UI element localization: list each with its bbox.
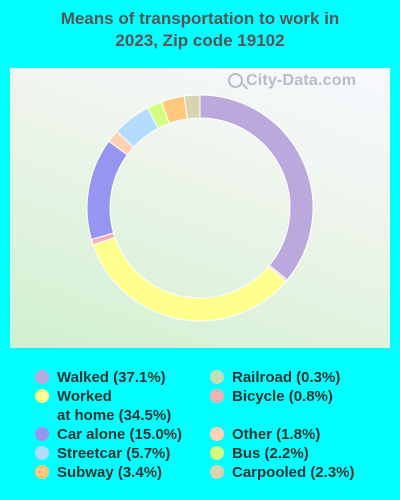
donut-chart <box>86 94 314 322</box>
legend-swatch <box>35 446 49 460</box>
chart-title-line-2: 2023, Zip code 19102 <box>115 31 285 50</box>
legend-label: Car alone (15.0%) <box>57 426 183 443</box>
magnifier-icon <box>228 73 243 88</box>
watermark-text: City-Data.com <box>246 72 357 89</box>
donut-slice-carpooled <box>183 94 201 120</box>
legend-swatch <box>35 465 49 479</box>
legend-swatch <box>35 389 49 403</box>
legend-label: Subway (3.4%) <box>57 464 163 481</box>
legend-label: Worked <box>57 388 112 405</box>
legend-swatch <box>35 427 49 441</box>
legend-label: Streetcar (5.7%) <box>57 445 171 462</box>
legend-swatch <box>210 465 224 479</box>
legend-label: Other (1.8%) <box>232 426 321 443</box>
legend-label: Carpooled (2.3%) <box>232 464 355 481</box>
legend-swatch <box>210 370 224 384</box>
donut-slice-worked-at-home <box>92 236 287 322</box>
legend-label: at home (34.5%) <box>57 407 172 424</box>
donut-slice-walked <box>199 94 314 281</box>
chart-title-line-1: Means of transportation to work in <box>60 9 340 28</box>
legend-label: Bicycle (0.8%) <box>232 388 333 405</box>
watermark: City-Data.com <box>228 72 356 90</box>
donut-slice-car-alone <box>86 140 129 241</box>
legend-swatch <box>35 370 49 384</box>
legend-label: Bus (2.2%) <box>232 445 309 462</box>
legend-swatch <box>210 427 224 441</box>
legend-label: Railroad (0.3%) <box>232 369 341 386</box>
legend-label: Walked (37.1%) <box>57 369 166 386</box>
legend-swatch <box>210 446 224 460</box>
legend-swatch <box>210 389 224 403</box>
chart-title: Means of transportation to work in 2023,… <box>0 8 400 52</box>
